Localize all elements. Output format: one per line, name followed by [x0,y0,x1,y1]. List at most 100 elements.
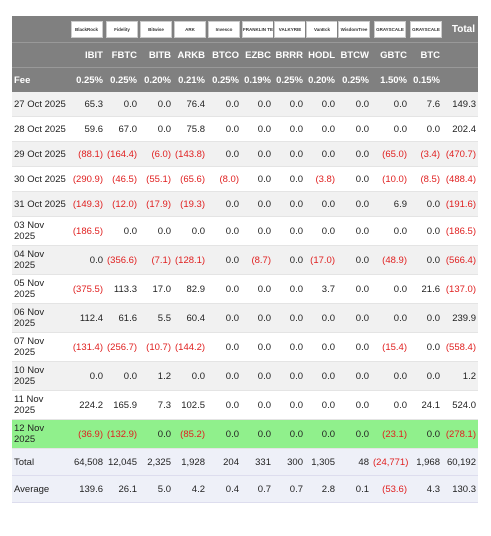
flow-value: (8.5) [409,166,442,192]
flow-value: 24.1 [409,390,442,420]
day-row: 31 Oct 2025 (149.3) (12.0) (17.9) (19.3) 0.0 0… [12,191,478,217]
flow-value: 0.0 [207,390,241,420]
flow-value: (24,771) [371,448,409,476]
flow-value: 0.0 [207,216,241,246]
flow-value: 0.0 [207,245,241,275]
flow-value: 204 [207,448,241,476]
fund-logo: WisdomTree [338,20,370,38]
flow-value: 0.0 [337,390,371,420]
flow-value: (356.6) [105,245,139,275]
flow-value: 0.0 [337,274,371,304]
fee: 0.15% [409,67,442,92]
flow-value: (17.9) [139,191,173,217]
flow-value: 0.0 [273,361,305,391]
flow-value: 0.0 [241,191,273,217]
date: 12 Nov 2025 [12,419,68,449]
flow-value: 1,968 [409,448,442,476]
flow-value: 300 [273,448,305,476]
flow-value: 5.5 [139,303,173,333]
flow-value: (46.5) [105,166,139,192]
flow-value: (17.0) [305,245,337,275]
flows-table: BlackRock Fidelity Bitwise ARK Invesco FRANKL… [12,16,478,503]
flow-value: 0.0 [273,303,305,333]
flow-value: (137.0) [442,274,478,304]
flow-value: (8.0) [207,166,241,192]
flow-value: (65.6) [173,166,207,192]
logo-cell: Fidelity [105,16,139,43]
flow-value: 139.6 [68,475,105,503]
flow-value: (85.2) [173,419,207,449]
fee: 0.19% [241,67,273,92]
flow-value: 0.0 [337,245,371,275]
flow-value: 5.0 [139,475,173,503]
flow-value: 0.0 [273,419,305,449]
date: 29 Oct 2025 [12,141,68,167]
flow-value: (10.0) [371,166,409,192]
flow-value: 1.2 [139,361,173,391]
fund-logo: Fidelity [106,20,138,38]
flow-value: 17.0 [139,274,173,304]
flow-value: 0.0 [241,216,273,246]
flow-value: 0.0 [409,419,442,449]
fee: 0.20% [139,67,173,92]
fee: 0.20% [305,67,337,92]
table-body: 27 Oct 2025 65.3 0.0 0.0 76.4 0.0 0.0 0.0 0.0 0.0… [12,92,478,449]
fund-logo: ARK [174,20,206,38]
flow-value: 0.0 [68,361,105,391]
flow-value: 0.0 [241,141,273,167]
total-header: Total [442,16,478,43]
flow-value: (470.7) [442,141,478,167]
flow-value: (290.9) [68,166,105,192]
flow-value: 0.0 [241,92,273,117]
table-head: BlackRock Fidelity Bitwise ARK Invesco FRANKL… [12,16,478,92]
fund-logo: VALKYRIE [274,20,305,38]
flow-value: 0.0 [337,116,371,142]
flows-table-wrap: BlackRock Fidelity Bitwise ARK Invesco FRANKL… [12,16,478,503]
flow-value: 0.0 [305,216,337,246]
flow-value: 0.0 [337,92,371,117]
ticker: IBIT [68,42,105,68]
flow-value: 0.0 [409,245,442,275]
flow-value: 0.0 [305,141,337,167]
flow-value: 0.0 [409,116,442,142]
flow-value: 21.6 [409,274,442,304]
flow-value: 0.0 [139,116,173,142]
flow-value: 0.0 [409,303,442,333]
flow-value: (3.8) [305,166,337,192]
flow-value: 0.4 [207,475,241,503]
day-row: 29 Oct 2025 (88.1) (164.4) (6.0) (143.8) 0.0 0… [12,141,478,167]
ticker: EZBC [241,42,273,68]
day-row: 06 Nov 2025 112.4 61.6 5.5 60.4 0.0 0.0 0.0 0.0 0… [12,303,478,333]
flow-value: 0.0 [139,216,173,246]
date: 30 Oct 2025 [12,166,68,192]
flow-value: 0.0 [273,116,305,142]
flow-value: (164.4) [105,141,139,167]
flow-value: 0.0 [371,390,409,420]
fund-logo: VanEck [306,20,337,38]
ticker: HODL [305,42,337,68]
flow-value: (131.4) [68,332,105,362]
flow-value: 0.0 [139,92,173,117]
flow-value: (256.7) [105,332,139,362]
logo-cell: FRANKLIN TEMPLETON [241,16,273,43]
flow-value: 0.0 [173,216,207,246]
date: 03 Nov 2025 [12,216,68,246]
flow-value: (278.1) [442,419,478,449]
flow-value: 149.3 [442,92,478,117]
fee: 0.25% [337,67,371,92]
flow-value: 0.0 [305,361,337,391]
flow-value: 0.0 [68,245,105,275]
fee: 0.21% [173,67,207,92]
day-row: 05 Nov 2025 (375.5) 113.3 17.0 82.9 0.0 0.0 0.0… [12,274,478,304]
flow-value: 102.5 [173,390,207,420]
flow-value: 0.0 [337,191,371,217]
day-row: 10 Nov 2025 0.0 0.0 1.2 0.0 0.0 0.0 0.0 0.0 0.0 0.… [12,361,478,391]
fee: 1.50% [371,67,409,92]
flow-value: (19.3) [173,191,207,217]
flow-value: 0.0 [337,361,371,391]
flow-value: (65.0) [371,141,409,167]
flow-value: (12.0) [105,191,139,217]
day-row: 04 Nov 2025 0.0 (356.6) (7.1) (128.1) 0.0 (8.7… [12,245,478,275]
flow-value: 7.6 [409,92,442,117]
